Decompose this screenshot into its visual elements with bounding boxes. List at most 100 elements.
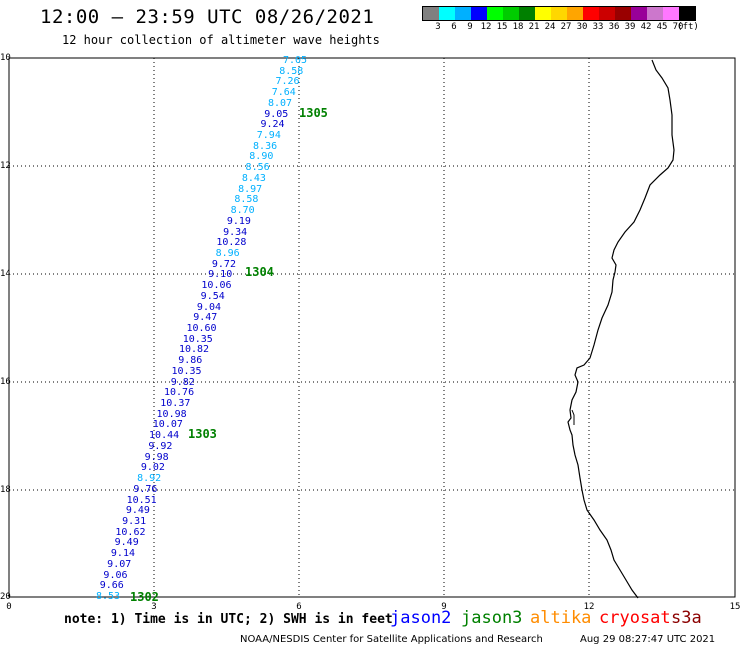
color-scale-label: 21 xyxy=(528,22,540,32)
x-tick-label: 3 xyxy=(151,602,157,612)
satellite-legend-jason2: jason2 xyxy=(390,608,452,628)
color-scale-label: 42 xyxy=(640,22,652,32)
y-tick-label: 10 xyxy=(0,53,11,63)
color-scale-label: 15 xyxy=(496,22,508,32)
color-scale-swatch xyxy=(631,7,647,20)
color-scale-swatch xyxy=(567,7,583,20)
color-scale-swatch xyxy=(535,7,551,20)
generated-timestamp: Aug 29 08:27:47 UTC 2021 xyxy=(580,634,716,645)
color-scale-swatch xyxy=(519,7,535,20)
color-scale-swatch xyxy=(423,7,439,20)
wave-height-label: 9.06 xyxy=(103,569,128,581)
y-tick-label: 16 xyxy=(0,377,11,387)
color-scale-swatch xyxy=(551,7,567,20)
wave-height-label: 8.53 xyxy=(95,591,121,602)
color-scale-label: (ft) xyxy=(677,22,699,32)
wave-height-label: 8.36 xyxy=(253,140,278,152)
color-scale-label: 9 xyxy=(467,22,473,32)
wave-height-label: 10.28 xyxy=(216,237,247,249)
y-tick-label: 12 xyxy=(0,161,11,171)
color-scale-label: 6 xyxy=(451,22,457,32)
color-scale-label: 3 xyxy=(435,22,441,32)
wave-height-label: 8.92 xyxy=(137,473,162,485)
color-scale-swatch xyxy=(679,7,695,20)
coastline-inlet xyxy=(571,409,575,425)
wave-height-label: 9.72 xyxy=(211,258,236,270)
credit-line: NOAA/NESDIS Center for Satellite Applica… xyxy=(240,634,543,645)
pass-time-label: 1305 xyxy=(299,106,328,120)
wave-height-label: 8.56 xyxy=(245,162,270,174)
color-scale-swatch xyxy=(503,7,519,20)
color-scale-swatch xyxy=(615,7,631,20)
wave-height-label: 8.90 xyxy=(249,151,274,163)
wave-height-label: 9.76 xyxy=(133,483,158,495)
wave-height-label: 7.64 xyxy=(271,87,296,99)
color-scale-swatch xyxy=(647,7,663,20)
wave-height-label: 9.05 xyxy=(264,108,289,120)
wave-height-label: 8.58 xyxy=(279,65,304,77)
wave-height-label: 8.70 xyxy=(230,205,255,217)
wave-height-label: 9.24 xyxy=(260,119,285,131)
coastline xyxy=(567,59,675,599)
color-scale-swatch xyxy=(487,7,503,20)
wave-height-label: 10.98 xyxy=(156,408,187,420)
wave-height-label: 9.34 xyxy=(223,226,248,238)
wave-height-label: 10.07 xyxy=(152,419,183,431)
pass-time-label: 1302 xyxy=(130,590,159,604)
wave-height-label: 10.44 xyxy=(149,430,180,442)
color-scale-bar xyxy=(422,6,696,21)
x-tick-label: 12 xyxy=(583,602,595,612)
wave-height-label: 7.26 xyxy=(275,76,300,88)
color-scale-label: 45 xyxy=(656,22,668,32)
wave-height-label: 7.94 xyxy=(256,130,281,142)
wave-height-label: 9.54 xyxy=(200,290,225,302)
wave-height-label: 10.37 xyxy=(160,398,191,410)
x-tick-label: 9 xyxy=(441,602,447,612)
wave-height-label: 9.49 xyxy=(125,505,150,517)
wave-height-label: 10.82 xyxy=(178,344,210,356)
color-scale-label: 39 xyxy=(624,22,636,32)
wave-height-label: 8.07 xyxy=(267,97,293,109)
color-scale-swatch xyxy=(583,7,599,20)
color-scale-label: 18 xyxy=(512,22,524,32)
wave-height-label: 9.86 xyxy=(178,355,203,367)
color-scale-label: 27 xyxy=(560,22,572,32)
wave-height-label: 10.35 xyxy=(182,333,213,345)
x-tick-label: 6 xyxy=(296,602,302,612)
satellite-legend-cryosat: cryosat xyxy=(599,608,671,628)
wave-height-label: 9.10 xyxy=(208,269,233,281)
x-tick-label: 0 xyxy=(6,602,12,612)
satellite-legend-s3a: s3a xyxy=(671,608,702,628)
color-scale-swatch xyxy=(471,7,487,20)
map-title: 12:00 – 23:59 UTC 08/26/2021 xyxy=(40,6,375,28)
color-scale-label: 12 xyxy=(480,22,492,32)
satellite-legend-jason3: jason3 xyxy=(461,608,523,628)
wave-height-label: 10.06 xyxy=(201,280,232,292)
wave-height-label: 7.05 xyxy=(282,55,308,66)
color-scale-swatch xyxy=(599,7,615,20)
wave-height-label: 9.04 xyxy=(196,301,222,313)
wave-height-label: 8.43 xyxy=(241,172,266,184)
y-tick-label: 14 xyxy=(0,269,11,279)
wave-height-label: 8.58 xyxy=(234,194,259,206)
wave-height-label: 9.98 xyxy=(144,451,169,463)
wave-height-label: 9.14 xyxy=(110,548,135,560)
wave-height-label: 9.07 xyxy=(107,558,132,570)
wave-height-label: 9.92 xyxy=(148,440,173,452)
wave-height-label: 10.35 xyxy=(171,365,202,377)
wave-height-label: 9.66 xyxy=(99,580,124,592)
color-scale-label: 30 xyxy=(576,22,588,32)
pass-time-label: 1304 xyxy=(245,265,274,279)
color-scale-label: 70 xyxy=(672,22,684,32)
wave-height-label: 9.82 xyxy=(170,376,195,388)
wave-height-label: 10.60 xyxy=(186,323,217,334)
wave-height-label: 8.97 xyxy=(238,183,263,195)
wave-height-label: 9.31 xyxy=(122,515,147,527)
wave-height-label: 10.76 xyxy=(163,387,195,399)
color-scale-swatch xyxy=(663,7,679,20)
grid-lines xyxy=(9,58,735,597)
color-scale-label: 33 xyxy=(592,22,604,32)
wave-height-label: 9.47 xyxy=(193,312,218,324)
color-scale-swatch xyxy=(455,7,471,20)
